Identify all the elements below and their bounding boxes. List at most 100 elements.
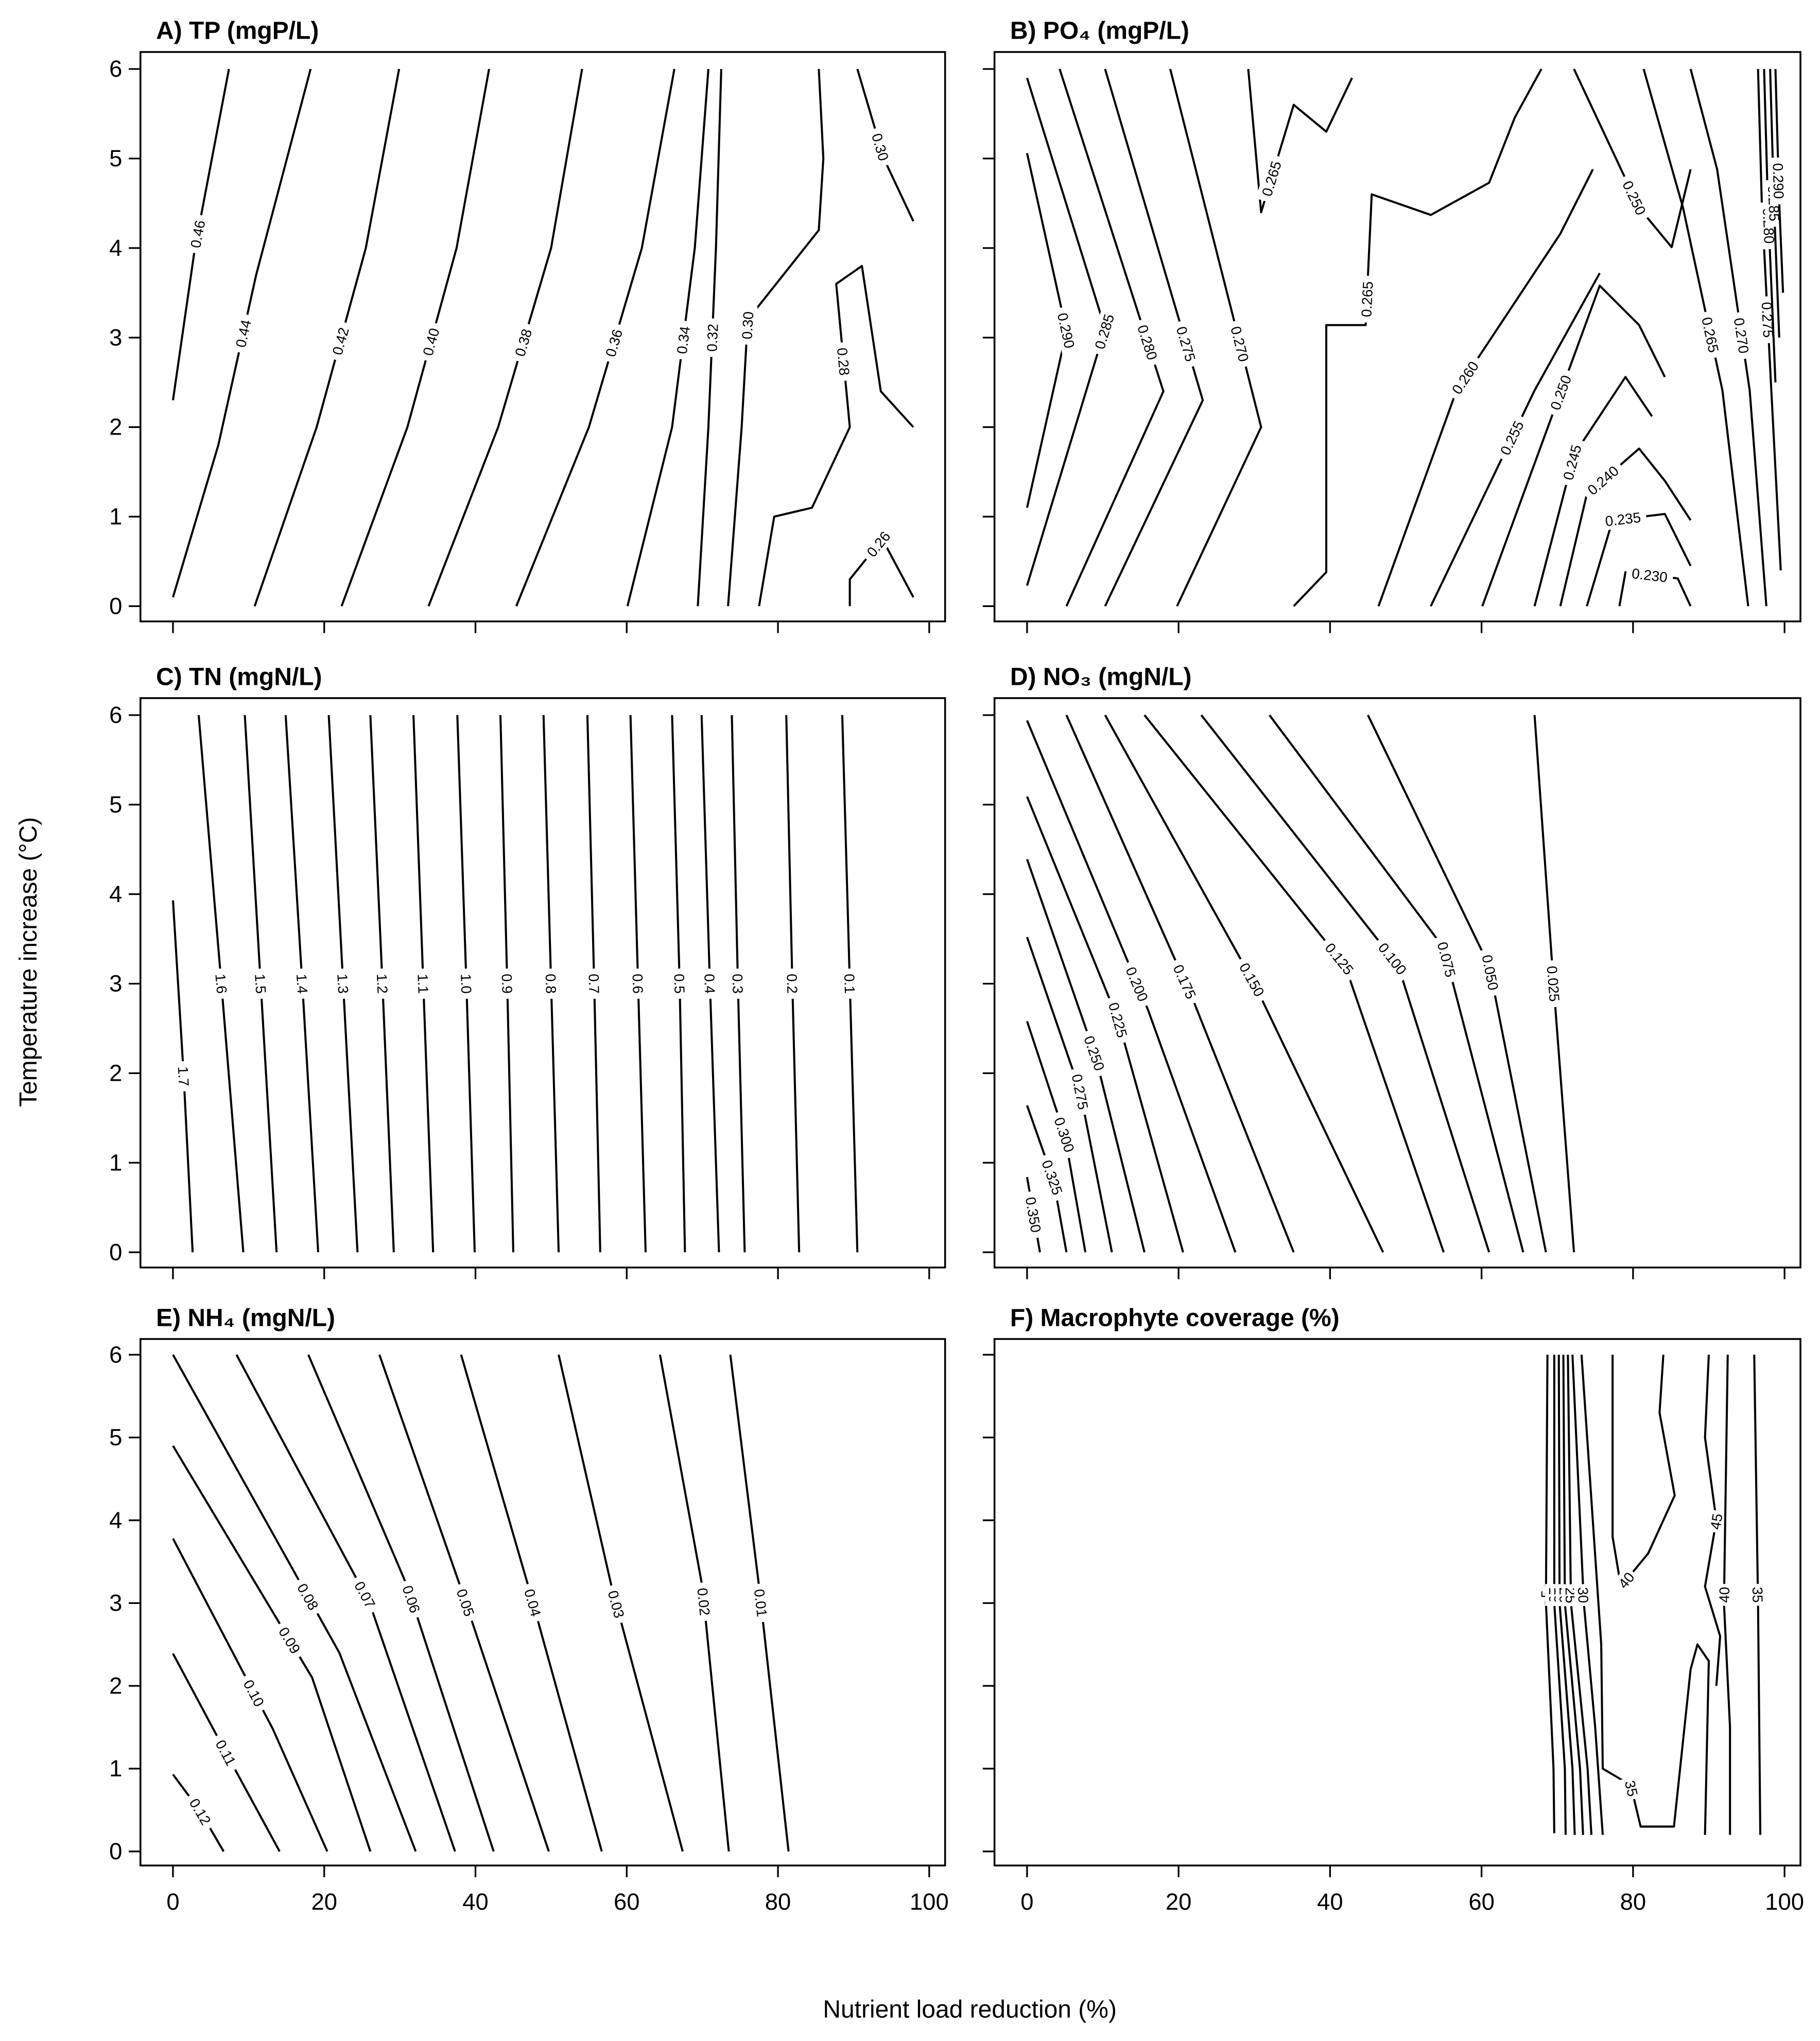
panel-title: B) PO₄ (mgP/L) bbox=[1010, 18, 1189, 45]
contour-label-group: 0.235 bbox=[1599, 507, 1648, 531]
contour-label-bg bbox=[450, 1581, 481, 1624]
contour-label-bg bbox=[1444, 353, 1486, 403]
contour-line bbox=[1573, 68, 1692, 249]
contour-label-group: 0.270 bbox=[1729, 311, 1754, 360]
contour-label-bg bbox=[237, 1671, 271, 1715]
contour-label: 35 bbox=[1622, 1779, 1641, 1798]
contour-label-bg bbox=[866, 126, 895, 168]
contour-label-bg bbox=[185, 213, 211, 255]
contour-label-bg bbox=[840, 968, 860, 999]
contour-label-bg bbox=[1225, 319, 1255, 369]
y-tick-label: 2 bbox=[109, 1672, 122, 1699]
contour-label: 0.3 bbox=[730, 974, 746, 994]
contour-label-bg bbox=[209, 1731, 244, 1774]
contour-label-bg bbox=[1318, 935, 1361, 983]
contour-label-group: 0.5 bbox=[670, 968, 689, 999]
contour-label: 0.6 bbox=[630, 974, 646, 994]
contour-label-bg bbox=[1612, 1566, 1640, 1595]
contour-line bbox=[1553, 1355, 1567, 1835]
contour-label-group: 0.36 bbox=[599, 322, 628, 364]
contour-line bbox=[1689, 68, 1767, 607]
contour-label-bg bbox=[671, 320, 695, 360]
contour-label-bg bbox=[1432, 934, 1462, 984]
contour-label-group: 1.2 bbox=[372, 968, 392, 999]
contour-label-bg bbox=[1078, 1028, 1111, 1079]
x-tick-label: 20 bbox=[311, 1889, 337, 1915]
y-tick-label: 4 bbox=[109, 235, 122, 261]
contour-label-bg bbox=[1579, 458, 1627, 503]
contour-label-bg bbox=[599, 322, 628, 364]
contour-label: 45 bbox=[1707, 1512, 1726, 1531]
contour-line bbox=[1559, 447, 1692, 607]
contour-label: 0.01 bbox=[751, 1588, 770, 1618]
contour-line bbox=[172, 68, 312, 598]
contour-label-bg bbox=[497, 968, 517, 999]
contour-label-group: 0.9 bbox=[497, 968, 517, 999]
contour-label-group: 1.6 bbox=[211, 967, 232, 1000]
plot-frame bbox=[140, 1338, 946, 1866]
y-tick-label: 1 bbox=[109, 1755, 122, 1781]
contour-label-group: 35 bbox=[1620, 1775, 1643, 1802]
panel-title: F) Macrophyte coverage (%) bbox=[1010, 1304, 1340, 1331]
contour-label-bg bbox=[750, 1583, 772, 1623]
panel-title: C) TN (mgN/L) bbox=[156, 664, 322, 691]
contour-label-bg bbox=[541, 968, 561, 999]
contour-line bbox=[1545, 1355, 1555, 1834]
x-tick-label: 80 bbox=[765, 1889, 791, 1915]
contour-line bbox=[1377, 168, 1594, 607]
contour-line bbox=[1704, 1355, 1722, 1686]
y-tick-label: 6 bbox=[109, 56, 122, 82]
contour-label-bg bbox=[1557, 437, 1587, 488]
contour-label: 0.8 bbox=[543, 974, 559, 994]
contour-label-bg bbox=[584, 968, 604, 999]
contour-label-group: 0.230 bbox=[1625, 563, 1674, 587]
contour-label-group: 1.1 bbox=[413, 968, 433, 999]
contour-label-bg bbox=[183, 1790, 218, 1833]
contour-label-bg bbox=[1103, 995, 1133, 1045]
contour-label: 0.5 bbox=[671, 974, 687, 994]
contour-label-group: 0.32 bbox=[702, 318, 722, 357]
contour-label-bg bbox=[1573, 1583, 1593, 1606]
y-tick-label: 5 bbox=[109, 1424, 122, 1450]
y-tick-label: 4 bbox=[109, 881, 122, 907]
contour-label: 0.02 bbox=[694, 1587, 713, 1617]
contour-label-group: 30 bbox=[1573, 1583, 1593, 1606]
contour-line bbox=[1430, 272, 1601, 607]
contour-label-bg bbox=[1616, 172, 1653, 223]
contour-label-bg bbox=[602, 1583, 630, 1625]
contour-label-bg bbox=[1696, 310, 1725, 360]
contour-label-bg bbox=[211, 967, 232, 1000]
contour-label-group: 0.28 bbox=[833, 341, 855, 382]
y-tick-label: 3 bbox=[109, 1590, 122, 1616]
contour-label-group: 0.34 bbox=[671, 320, 695, 360]
contour-label-bg bbox=[1544, 367, 1578, 418]
contour-label: 1.7 bbox=[175, 1066, 192, 1086]
contour-label-bg bbox=[1705, 1509, 1727, 1534]
contour-label: 0.265 bbox=[1358, 281, 1376, 318]
contour-label-bg bbox=[1088, 306, 1120, 357]
contour-line bbox=[727, 68, 825, 607]
contour-label-group: 0.30 bbox=[737, 305, 758, 345]
contour-label-group: 0.01 bbox=[750, 1583, 772, 1623]
contour-label-group: 0.350 bbox=[1020, 1190, 1047, 1239]
contour-label-group: 1.3 bbox=[333, 968, 353, 999]
contour-label-bg bbox=[702, 318, 722, 357]
contour-label-group: 0.275 bbox=[1757, 296, 1778, 344]
y-tick-label: 2 bbox=[109, 414, 122, 440]
contour-line bbox=[1247, 68, 1353, 214]
plot-frame bbox=[140, 51, 946, 622]
contour-line bbox=[1557, 1355, 1576, 1835]
y-tick-label: 1 bbox=[109, 1149, 122, 1175]
contour-label-group: 0.4 bbox=[700, 968, 720, 999]
contour-label-bg bbox=[1066, 1067, 1094, 1117]
contour-line bbox=[172, 1538, 328, 1852]
contour-label-group: 1.5 bbox=[250, 968, 271, 999]
contour-label-group: 0.265 bbox=[1357, 275, 1377, 323]
panel-title: E) NH₄ (mgN/L) bbox=[156, 1304, 335, 1331]
contour-label-bg bbox=[230, 313, 256, 355]
y-tick-label: 3 bbox=[109, 324, 122, 351]
contour-label-bg bbox=[859, 523, 898, 565]
contour-label-bg bbox=[417, 321, 445, 363]
contour-label-bg bbox=[728, 968, 748, 999]
contour-label-bg bbox=[833, 341, 855, 382]
